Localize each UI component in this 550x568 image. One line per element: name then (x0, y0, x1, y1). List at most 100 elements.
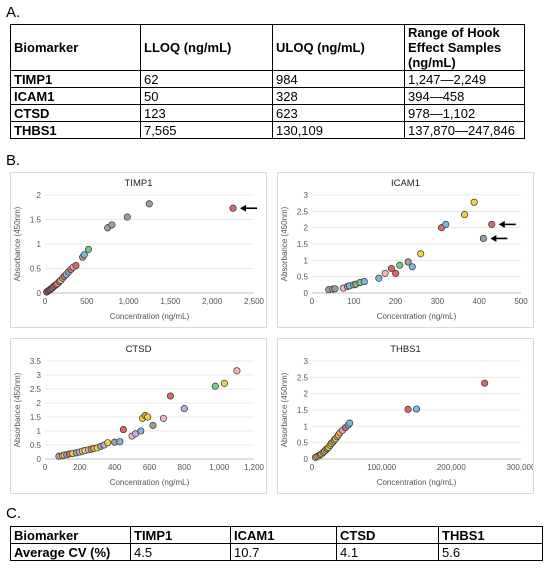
panel-label-a: A. (6, 4, 21, 21)
y-tick-label: 1 (37, 427, 42, 436)
biomarker-cell: ICAM1 (10, 87, 141, 105)
value-cell: 137,870—247,846 (404, 121, 525, 139)
data-point (360, 278, 368, 286)
arrow-head (240, 204, 247, 212)
chart-thbs1: THBS1 0 0.5 1 1.5 2 2.5 3 0 100,000 200,000 300,000… (277, 338, 534, 494)
x-tick-label: 800 (178, 463, 192, 472)
y-axis-label: Absorbance (450nm) (13, 372, 22, 447)
x-tick-label: 300,000 (507, 463, 533, 472)
x-tick-label: 200 (389, 297, 403, 306)
chart-svg: THBS1 0 0.5 1 1.5 2 2.5 3 0 100,000 200,000 300,000… (280, 344, 533, 487)
table-row: Biomarker TIMP1 ICAM1 CTSD THBS1 (10, 526, 543, 544)
value-cell: 7,565 (140, 121, 273, 139)
y-tick-label: 2.5 (30, 385, 42, 394)
data-point (149, 421, 157, 429)
data-point (159, 414, 167, 422)
y-tick-label: 2.5 (297, 373, 309, 382)
data-point (417, 250, 425, 258)
x-axis-label: Concentration (ng/mL) (110, 478, 190, 487)
y-tick-label: 3 (304, 357, 309, 366)
x-tick-label: 0 (310, 297, 315, 306)
chart-ctsd: CTSD 0 0.5 1 1.5 2 2.5 3 3.5 0 200 400 600 800 1,000 1,… (10, 338, 267, 494)
x-tick-label: 500 (80, 297, 94, 306)
chart-title: TIMP1 (125, 178, 153, 189)
data-point (408, 263, 416, 271)
panel-label-b: B. (6, 152, 21, 169)
y-axis-label: Absorbance (450nm) (13, 206, 22, 281)
x-tick-label: 300 (431, 297, 445, 306)
table-row: CTSD 123 623 978—1,102 (10, 104, 525, 122)
data-point (80, 251, 88, 259)
x-tick-label: 100,000 (367, 463, 396, 472)
data-point (84, 245, 93, 253)
header-cell: TIMP1 (130, 526, 231, 544)
data-point (404, 405, 412, 413)
y-tick-label: 0.5 (297, 439, 309, 448)
x-tick-label: 200 (73, 463, 87, 472)
data-point (180, 405, 188, 413)
header-cell: ICAM1 (230, 526, 337, 544)
y-tick-label: 2 (37, 191, 42, 200)
biomarker-cell: CTSD (10, 104, 141, 122)
y-tick-label: 1 (304, 422, 309, 431)
x-tick-label: 400 (108, 463, 122, 472)
y-tick-label: 1 (304, 256, 309, 265)
data-point (108, 221, 116, 229)
x-tick-label: 1,200 (244, 463, 265, 472)
x-axis-label: Concentration (ng/mL) (110, 312, 190, 321)
x-tick-label: 0 (43, 463, 48, 472)
table-row: TIMP1 62 984 1,247—2,249 (10, 70, 525, 88)
data-point (211, 382, 219, 390)
y-tick-label: 0 (304, 289, 309, 298)
table-row: Average CV (%) 4.5 10.7 4.1 5.6 (10, 543, 543, 561)
limits-table: Biomarker LLOQ (ng/mL) ULOQ (ng/mL) Rang… (10, 24, 525, 139)
cv-table: Biomarker TIMP1 ICAM1 CTSD THBS1 Average CV (… (10, 526, 543, 561)
y-tick-label: 2 (37, 399, 42, 408)
chart-svg: CTSD 0 0.5 1 1.5 2 2.5 3 3.5 0 200 400 600 800 1,000 1,… (13, 344, 265, 487)
data-point (346, 419, 354, 427)
limits-table-header: LLOQ (ng/mL) (140, 24, 273, 71)
limits-table-header: Range of Hook Effect Samples (ng/mL) (404, 24, 525, 71)
chart-title: ICAM1 (391, 178, 420, 189)
data-point (404, 258, 412, 266)
value-cell: 4.1 (336, 543, 439, 561)
x-tick-label: 600 (143, 463, 157, 472)
y-tick-label: 3.5 (30, 357, 42, 366)
y-tick-label: 3 (37, 371, 42, 380)
y-tick-label: 1 (37, 240, 42, 249)
arrow-head (498, 220, 505, 228)
x-axis-label: Concentration (ng/mL) (377, 478, 457, 487)
x-axis-label: Concentration (ng/mL) (377, 312, 457, 321)
data-point (233, 367, 241, 375)
data-point (145, 200, 153, 208)
data-point (229, 204, 237, 212)
arrow-head (490, 234, 497, 242)
header-cell: Biomarker (10, 526, 131, 544)
arrow-icon (240, 204, 258, 212)
biomarker-cell: TIMP1 (10, 70, 141, 88)
y-tick-label: 0 (37, 455, 42, 464)
y-tick-label: 1.5 (297, 240, 309, 249)
x-tick-label: 500 (514, 297, 528, 306)
value-cell: 4.5 (130, 543, 231, 561)
y-tick-label: 0.5 (30, 265, 42, 274)
chart-svg: ICAM1 0 0.5 1 1.5 2 2.5 3 0 100 200 300 400 500 Concen… (280, 178, 528, 321)
y-axis-label: Absorbance (450nm) (280, 372, 289, 447)
x-tick-label: 100 (347, 297, 361, 306)
limits-table-header: Biomarker (10, 24, 141, 71)
table-row: THBS1 7,565 130,109 137,870—247,846 (10, 121, 525, 139)
x-tick-label: 0 (310, 463, 315, 472)
y-tick-label: 0 (37, 289, 42, 298)
panel-label-c: C. (6, 505, 21, 522)
y-tick-label: 0.5 (297, 273, 309, 282)
value-cell: 394—458 (404, 87, 525, 105)
y-tick-label: 2 (304, 390, 309, 399)
data-point (392, 269, 400, 277)
data-point (375, 274, 383, 282)
data-point (123, 213, 131, 221)
value-cell: 984 (272, 70, 405, 88)
data-point (72, 262, 80, 270)
data-point (381, 269, 389, 277)
biomarker-cell: THBS1 (10, 121, 141, 139)
x-tick-label: 400 (473, 297, 487, 306)
